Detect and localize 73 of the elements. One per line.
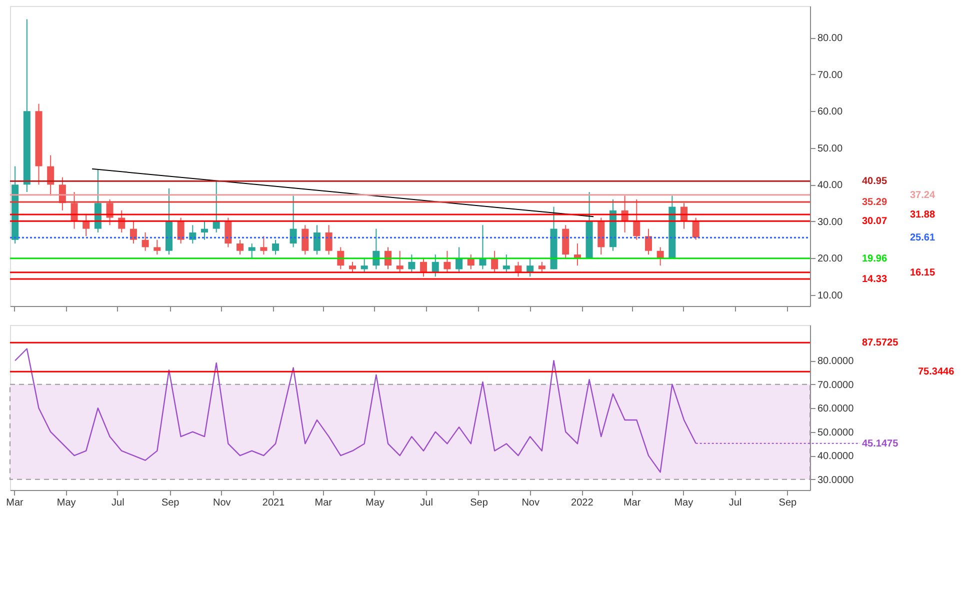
candlestick	[47, 154, 54, 196]
candlestick	[248, 243, 256, 259]
candlestick	[106, 198, 114, 226]
candlestick	[396, 250, 404, 274]
y-tick-label: 80.00	[818, 33, 843, 44]
x-tick-label: 2022	[571, 498, 594, 508]
x-tick-label: Nov	[522, 498, 540, 508]
candlestick	[82, 214, 90, 237]
x-tick-label: May	[366, 498, 384, 508]
candlestick	[692, 217, 700, 240]
y-tick-label: 50.0000	[818, 427, 854, 438]
ref-line-label: 25.61	[910, 232, 936, 244]
ref-line-label: 14.33	[862, 274, 888, 286]
candlestick	[644, 228, 652, 256]
candlestick	[538, 261, 546, 274]
ref-line-label: 35.29	[862, 196, 888, 208]
x-tick-label: Jul	[420, 498, 433, 508]
ref-line-label: 30.07	[862, 216, 888, 228]
y-tick-label: 60.0000	[818, 404, 854, 415]
y-tick-label: 70.0000	[818, 380, 854, 391]
y-tick-label: 70.00	[818, 70, 843, 81]
x-tick-label: Sep	[470, 498, 488, 508]
ref-line-label: 75.3446	[918, 366, 955, 378]
ref-line-label: 31.88	[910, 210, 936, 221]
y-tick-label: 30.00	[818, 216, 843, 228]
ref-line-label: 19.96	[862, 253, 888, 264]
x-tick-label: May	[674, 498, 694, 508]
x-tick-label: Mar	[314, 498, 333, 508]
y-tick-label: 40.00	[818, 180, 843, 192]
candlestick	[444, 250, 451, 274]
x-tick-label: 2021	[262, 498, 286, 508]
candlestick	[130, 220, 137, 244]
ref-line-label: 87.5725	[862, 338, 899, 349]
x-tick-label: Sep	[161, 498, 180, 508]
annotation: 45.1475	[862, 438, 899, 450]
candlestick	[325, 224, 332, 256]
candlestick	[313, 224, 320, 256]
candlestick	[272, 239, 280, 256]
y-tick-label: 20.00	[818, 254, 843, 265]
ref-line-label: 40.95	[862, 176, 888, 188]
candlestick	[302, 224, 309, 256]
ref-line-label: 37.24	[910, 190, 936, 201]
x-tick-label: Jul	[112, 498, 124, 508]
candlestick	[633, 198, 640, 240]
candlestick	[502, 254, 510, 274]
candlestick	[491, 250, 498, 274]
y-tick-label: 40.0000	[818, 451, 854, 462]
x-tick-label: Nov	[213, 498, 231, 508]
ref-line-label: 16.15	[910, 267, 936, 278]
x-tick-label: Jul	[728, 498, 742, 508]
x-tick-label: May	[56, 498, 76, 508]
candlestick	[456, 246, 463, 274]
candlestick	[201, 220, 208, 240]
candlestick	[290, 195, 297, 248]
x-tick-label: Mar	[623, 498, 642, 508]
candlestick	[260, 236, 268, 256]
candlestick	[408, 254, 416, 274]
candlestick	[224, 217, 232, 248]
y-tick-label: 30.0000	[818, 474, 854, 486]
candlestick	[212, 180, 220, 233]
candlestick	[360, 258, 368, 274]
y-tick-label: 10.00	[818, 290, 843, 302]
y-tick-label: 80.0000	[818, 356, 854, 368]
y-tick-label: 50.00	[818, 143, 843, 154]
candlestick	[236, 239, 244, 256]
candlestick	[348, 261, 356, 274]
x-tick-label: Mar	[6, 498, 24, 508]
y-tick-label: 60.00	[818, 106, 843, 118]
candlestick	[177, 217, 184, 244]
x-tick-label: Sep	[778, 498, 797, 508]
candlestick	[189, 224, 196, 244]
candlestick	[154, 239, 161, 256]
candlestick	[142, 232, 149, 252]
